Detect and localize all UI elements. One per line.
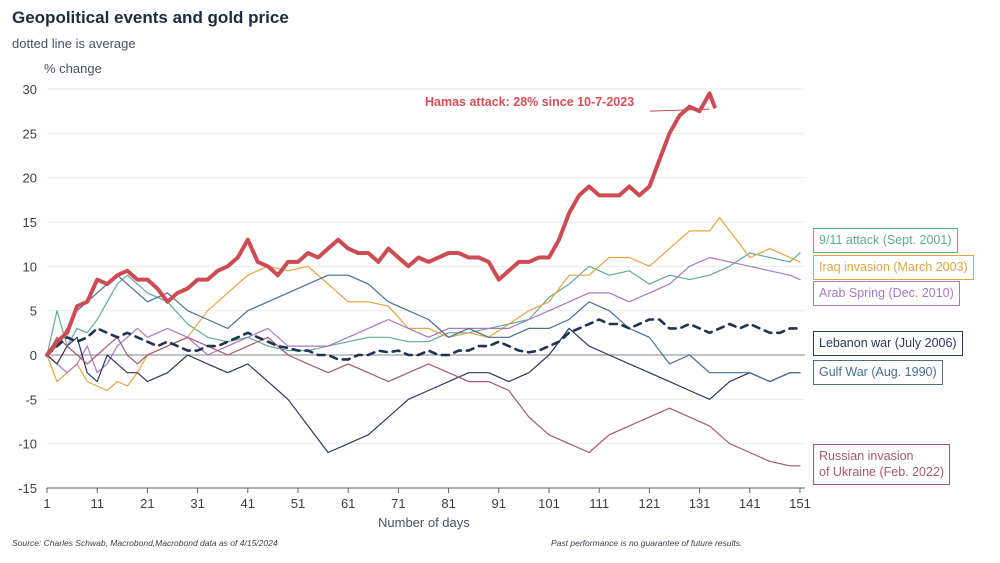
x-tick-label: 91 xyxy=(492,496,506,511)
y-tick-label: 30 xyxy=(23,82,37,97)
series-line-4 xyxy=(46,327,801,454)
series-line-7 xyxy=(45,318,802,361)
y-tick-label: 25 xyxy=(23,126,37,141)
x-tick-label: 111 xyxy=(589,496,609,511)
y-tick-label: 15 xyxy=(23,215,37,230)
series-line-0 xyxy=(45,91,717,357)
chart-title: Geopolitical events and gold price xyxy=(12,8,289,27)
series-line-3 xyxy=(46,256,801,374)
legend-item-lebanon: Lebanon war (July 2006) xyxy=(813,331,963,356)
x-tick-label: 121 xyxy=(639,496,661,511)
y-tick-label: 5 xyxy=(30,304,37,319)
y-tick-label: 20 xyxy=(23,171,37,186)
legend-item-arab-spring: Arab Spring (Dec. 2010) xyxy=(813,281,960,306)
y-tick-label: 0 xyxy=(30,348,37,363)
source-note: Source: Charles Schwab, Macrobond,Macrob… xyxy=(12,538,278,548)
y-tick-label: 10 xyxy=(23,259,37,274)
x-tick-label: 41 xyxy=(241,496,255,511)
y-tick-label: -15 xyxy=(18,481,37,496)
y-axis-label: % change xyxy=(44,61,102,76)
series-line-1 xyxy=(46,252,801,356)
x-tick-label: 131 xyxy=(689,496,711,511)
x-tick-label: 151 xyxy=(789,496,811,511)
legend-item-gulf-war: Gulf War (Aug. 1990) xyxy=(813,360,943,385)
hamas-annotation: Hamas attack: 28% since 10-7-2023 xyxy=(425,95,635,109)
x-tick-label: 51 xyxy=(291,496,305,511)
x-tick-label: 81 xyxy=(441,496,455,511)
legend-item-911: 9/11 attack (Sept. 2001) xyxy=(813,228,958,253)
series-line-2 xyxy=(46,217,801,392)
legend-item-iraq: Iraq invasion (March 2003) xyxy=(813,255,974,280)
x-tick-label: 61 xyxy=(341,496,355,511)
x-axis-label: Number of days xyxy=(378,515,470,530)
x-tick-label: 101 xyxy=(538,496,560,511)
x-tick-label: 71 xyxy=(391,496,405,511)
y-tick-label: -5 xyxy=(25,392,37,407)
legend-item-ukraine: Russian invasion of Ukraine (Feb. 2022) xyxy=(813,444,951,485)
x-tick-label: 11 xyxy=(90,496,104,511)
disclaimer-note: Past performance is no guarantee of futu… xyxy=(551,538,743,548)
annotation-leader xyxy=(649,108,710,112)
chart-subtitle: dotted line is average xyxy=(12,36,136,51)
legend-ukraine-line1: Russian invasion xyxy=(819,449,914,463)
x-tick-label: 141 xyxy=(739,496,761,511)
x-tick-label: 31 xyxy=(190,496,204,511)
x-tick-label: 1 xyxy=(43,496,50,511)
series-line-6 xyxy=(46,336,801,467)
legend-ukraine-line2: of Ukraine (Feb. 2022) xyxy=(819,465,945,479)
x-tick-label: 21 xyxy=(140,496,154,511)
series-line-5 xyxy=(46,274,801,383)
y-tick-label: -10 xyxy=(18,437,37,452)
